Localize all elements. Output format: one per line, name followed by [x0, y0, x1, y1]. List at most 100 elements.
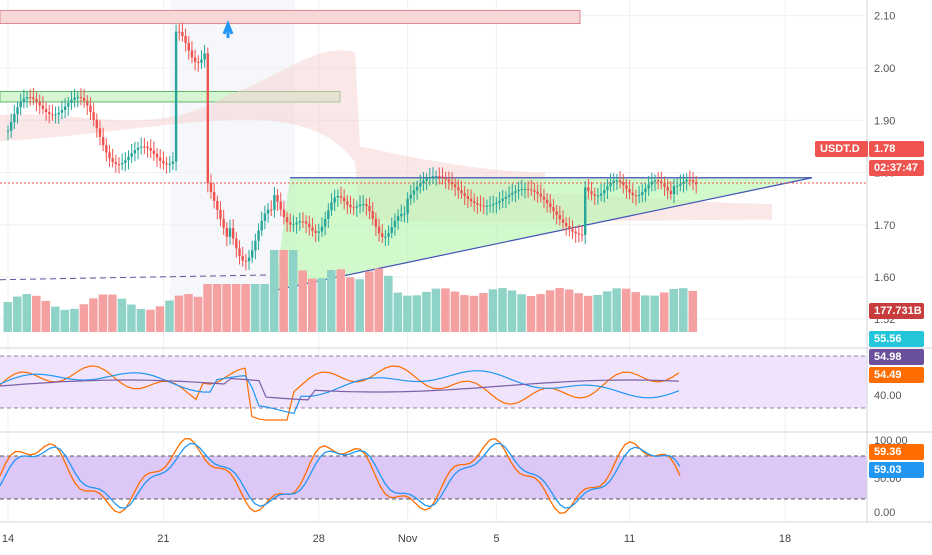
- candle-body: [241, 256, 244, 261]
- candle-body: [618, 180, 622, 183]
- volume-bar: [165, 300, 174, 332]
- candle-body: [663, 183, 666, 187]
- candle-body: [666, 186, 669, 191]
- candle-body: [235, 238, 238, 249]
- volume-bar: [403, 295, 412, 332]
- candle-body: [314, 230, 317, 233]
- candle-body: [603, 190, 606, 194]
- candle-body: [568, 226, 571, 230]
- volume-bar: [488, 289, 498, 332]
- candle-body: [19, 101, 22, 108]
- volume-bar: [279, 250, 288, 332]
- volume-bar: [184, 294, 193, 332]
- volume-bar: [507, 290, 517, 332]
- candle-body: [308, 223, 311, 228]
- candle-body: [203, 53, 206, 60]
- candle-body: [9, 122, 13, 131]
- candle-body: [685, 180, 688, 182]
- stoch-band: [0, 456, 867, 499]
- volume-bar: [60, 309, 70, 332]
- candle-body: [212, 191, 216, 201]
- volume-bar: [374, 268, 384, 332]
- volume-bar: [108, 294, 117, 332]
- candle-body: [393, 220, 397, 228]
- candle-body: [593, 194, 596, 196]
- candle-body: [222, 218, 225, 228]
- candle-body: [381, 233, 384, 237]
- candle-body: [653, 180, 657, 182]
- candle-body: [450, 181, 454, 185]
- volume-bar: [564, 289, 574, 332]
- candle-body: [73, 97, 76, 100]
- time-tick-label: 28: [313, 533, 325, 545]
- candle-body: [143, 146, 146, 148]
- stoch-k-tag: 59.36: [874, 446, 902, 458]
- candle-body: [336, 195, 340, 198]
- volume-bar: [70, 308, 79, 332]
- candle-body: [6, 130, 10, 132]
- candles: [6, 22, 698, 271]
- candle-body: [13, 114, 16, 123]
- candle-body: [117, 164, 121, 166]
- candle-body: [317, 231, 320, 233]
- candle-body: [178, 31, 181, 33]
- volume-bar: [422, 291, 431, 332]
- candle-body: [371, 211, 374, 219]
- candle-body: [428, 176, 431, 179]
- candle-body: [41, 105, 45, 110]
- rsi-line-purple: [0, 377, 680, 401]
- volume-bar: [336, 269, 345, 332]
- candle-body: [628, 189, 631, 193]
- volume-bar: [3, 302, 12, 332]
- candle-body: [606, 186, 609, 191]
- candle-body: [622, 182, 625, 186]
- time-tick-label: 14: [2, 533, 14, 545]
- candle-body: [631, 192, 634, 196]
- time-tick-label: Nov: [398, 533, 418, 545]
- volume-bar: [479, 293, 488, 332]
- candle-body: [545, 199, 549, 204]
- candle-body: [542, 196, 546, 200]
- candle-body: [539, 193, 542, 197]
- candle-body: [263, 213, 267, 221]
- candle-body: [555, 211, 558, 216]
- time-tick-label: 11: [624, 533, 635, 545]
- candle-body: [79, 96, 83, 98]
- volume-bar: [659, 292, 669, 332]
- rsi-middle-tag-bg: [869, 349, 924, 365]
- candle-body: [549, 203, 552, 208]
- candle-body: [679, 183, 682, 186]
- volume-bar: [384, 275, 393, 332]
- candle-body: [374, 218, 378, 227]
- volume-bar: [51, 306, 60, 332]
- volume-bar: [155, 306, 165, 332]
- candle-body: [504, 196, 508, 199]
- candle-body: [615, 180, 619, 182]
- candle-body: [368, 206, 371, 212]
- candle-body: [660, 180, 663, 184]
- candle-body: [384, 236, 387, 238]
- candle-body: [530, 189, 533, 191]
- candle-body: [574, 231, 577, 234]
- volume-tag-bg: [869, 303, 924, 319]
- candle-body: [105, 145, 108, 153]
- candle-body: [101, 136, 105, 146]
- price-tick-label: 1.70: [874, 220, 895, 232]
- candle-body: [57, 112, 60, 115]
- axis-labels: 2.102.001.901.801.701.601.5240.00100.005…: [2, 11, 924, 545]
- candle-body: [434, 176, 438, 178]
- candle-body: [279, 201, 282, 210]
- volume-bar: [526, 295, 536, 332]
- dashed-purple-line: [0, 273, 296, 281]
- candle-body: [558, 215, 562, 220]
- candle-body: [415, 186, 419, 191]
- candle-body: [70, 99, 73, 104]
- volume-bar: [231, 284, 241, 332]
- candle-body: [327, 210, 330, 219]
- candle-body: [596, 195, 600, 197]
- candle-body: [292, 224, 295, 226]
- candle-body: [339, 195, 343, 198]
- volume-bar: [269, 250, 279, 332]
- volume-bar: [517, 294, 526, 332]
